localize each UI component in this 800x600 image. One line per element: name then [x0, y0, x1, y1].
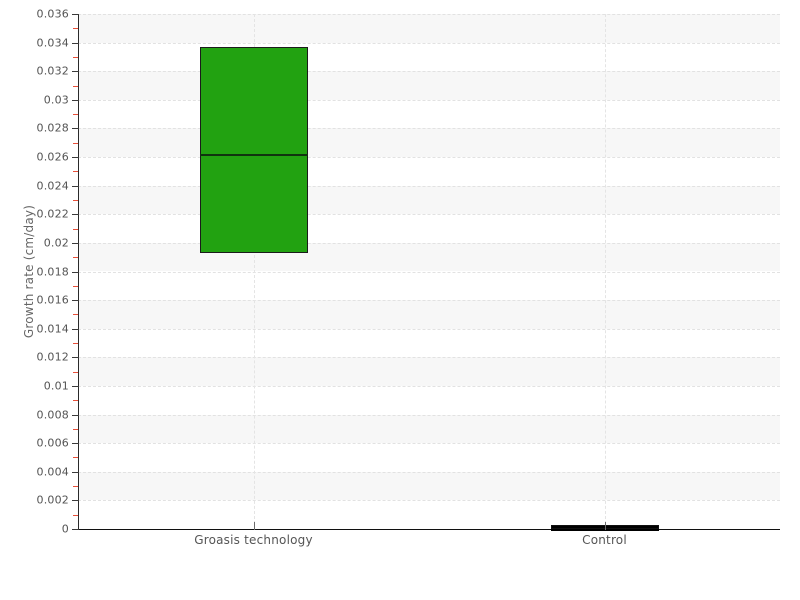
y-tick-label: 0.004: [36, 465, 69, 479]
plot-band: [78, 185, 780, 215]
y-tick-label: 0.036: [36, 7, 69, 21]
y-tick-minor: [73, 28, 78, 30]
y-tick-label: 0.02: [43, 236, 69, 250]
gridline-horizontal: [78, 242, 780, 244]
y-tick-label: 0.024: [36, 179, 69, 193]
y-tick-minor: [73, 114, 78, 116]
box-plot-median-line: [550, 529, 659, 531]
y-tick-major: [72, 357, 79, 359]
y-tick-minor: [73, 257, 78, 259]
y-tick-major: [72, 385, 79, 387]
y-tick-minor: [73, 142, 78, 144]
y-tick-minor: [73, 285, 78, 287]
y-tick-minor: [73, 85, 78, 87]
y-tick-minor: [73, 228, 78, 230]
y-tick-major: [72, 99, 79, 101]
y-tick-minor: [73, 486, 78, 488]
y-tick-label: 0.032: [36, 64, 69, 78]
y-tick-major: [72, 471, 79, 473]
y-tick-minor: [73, 400, 78, 402]
plot-band: [78, 471, 780, 501]
x-axis-category-label: Control: [582, 533, 627, 547]
plot-band: [78, 14, 780, 43]
y-tick-minor: [73, 171, 78, 173]
y-tick-label: 0.026: [36, 150, 69, 164]
y-tick-label: 0.012: [36, 350, 69, 364]
y-tick-label: 0.028: [36, 121, 69, 135]
x-tick-mark: [604, 522, 606, 530]
gridline-horizontal: [78, 328, 780, 330]
y-tick-minor: [73, 314, 78, 316]
y-tick-minor: [73, 56, 78, 58]
y-tick-major: [72, 185, 79, 187]
y-tick-label: 0.018: [36, 265, 69, 278]
y-tick-minor: [73, 199, 78, 201]
y-tick-major: [72, 443, 79, 445]
y-tick-major: [72, 42, 79, 44]
y-tick-major: [72, 529, 79, 530]
y-tick-minor: [73, 514, 78, 516]
plot-band: [78, 414, 780, 444]
y-tick-label: 0.03: [43, 93, 69, 107]
box-plot-median-line: [199, 154, 308, 157]
y-tick-major: [72, 328, 79, 330]
y-tick-label: 0.008: [36, 408, 69, 422]
gridline-horizontal: [78, 414, 780, 416]
y-tick-minor: [73, 343, 78, 345]
gridline-horizontal: [78, 385, 780, 387]
y-tick-label: 0: [61, 522, 69, 536]
gridline-horizontal: [78, 42, 780, 44]
plot-band: [78, 300, 780, 329]
y-tick-label: 0.01: [43, 379, 69, 393]
plot-band: [78, 71, 780, 100]
y-tick-major: [72, 128, 79, 130]
gridline-horizontal: [78, 300, 780, 302]
gridline-horizontal: [78, 443, 780, 445]
plot-band: [78, 128, 780, 158]
y-tick-major: [72, 242, 79, 244]
gridline-horizontal: [78, 14, 780, 15]
gridline-horizontal: [78, 99, 780, 101]
gridline-vertical: [253, 14, 255, 529]
y-tick-major: [72, 500, 79, 502]
gridline-horizontal: [78, 214, 780, 216]
box-plot-box: [199, 46, 308, 253]
y-tick-major: [72, 300, 79, 302]
gridline-vertical: [604, 14, 606, 529]
y-tick-minor: [73, 428, 78, 430]
y-tick-major: [72, 71, 79, 73]
plot-band: [78, 242, 780, 272]
gridline-horizontal: [78, 471, 780, 473]
gridline-horizontal: [78, 157, 780, 159]
y-tick-label: 0.022: [36, 207, 69, 221]
y-tick-major: [72, 271, 79, 273]
gridline-horizontal: [78, 357, 780, 359]
y-tick-label: 0.006: [36, 436, 69, 450]
y-tick-minor: [73, 457, 78, 459]
y-tick-major: [72, 14, 79, 15]
x-tick-mark: [253, 522, 255, 530]
gridline-horizontal: [78, 500, 780, 502]
y-tick-major: [72, 414, 79, 416]
y-tick-major: [72, 214, 79, 216]
y-tick-label: 0.002: [36, 493, 69, 507]
gridline-horizontal: [78, 128, 780, 130]
plot-area: [78, 14, 780, 529]
y-tick-label: 0.014: [36, 322, 69, 336]
x-axis-line: [78, 529, 780, 530]
y-tick-label: 0.034: [36, 36, 69, 50]
plot-band: [78, 357, 780, 386]
y-tick-major: [72, 157, 79, 159]
gridline-horizontal: [78, 271, 780, 273]
gridline-horizontal: [78, 185, 780, 187]
y-tick-label: 0.016: [36, 293, 69, 307]
y-tick-minor: [73, 371, 78, 373]
gridline-horizontal: [78, 71, 780, 73]
x-axis-category-label: Groasis technology: [194, 533, 313, 547]
